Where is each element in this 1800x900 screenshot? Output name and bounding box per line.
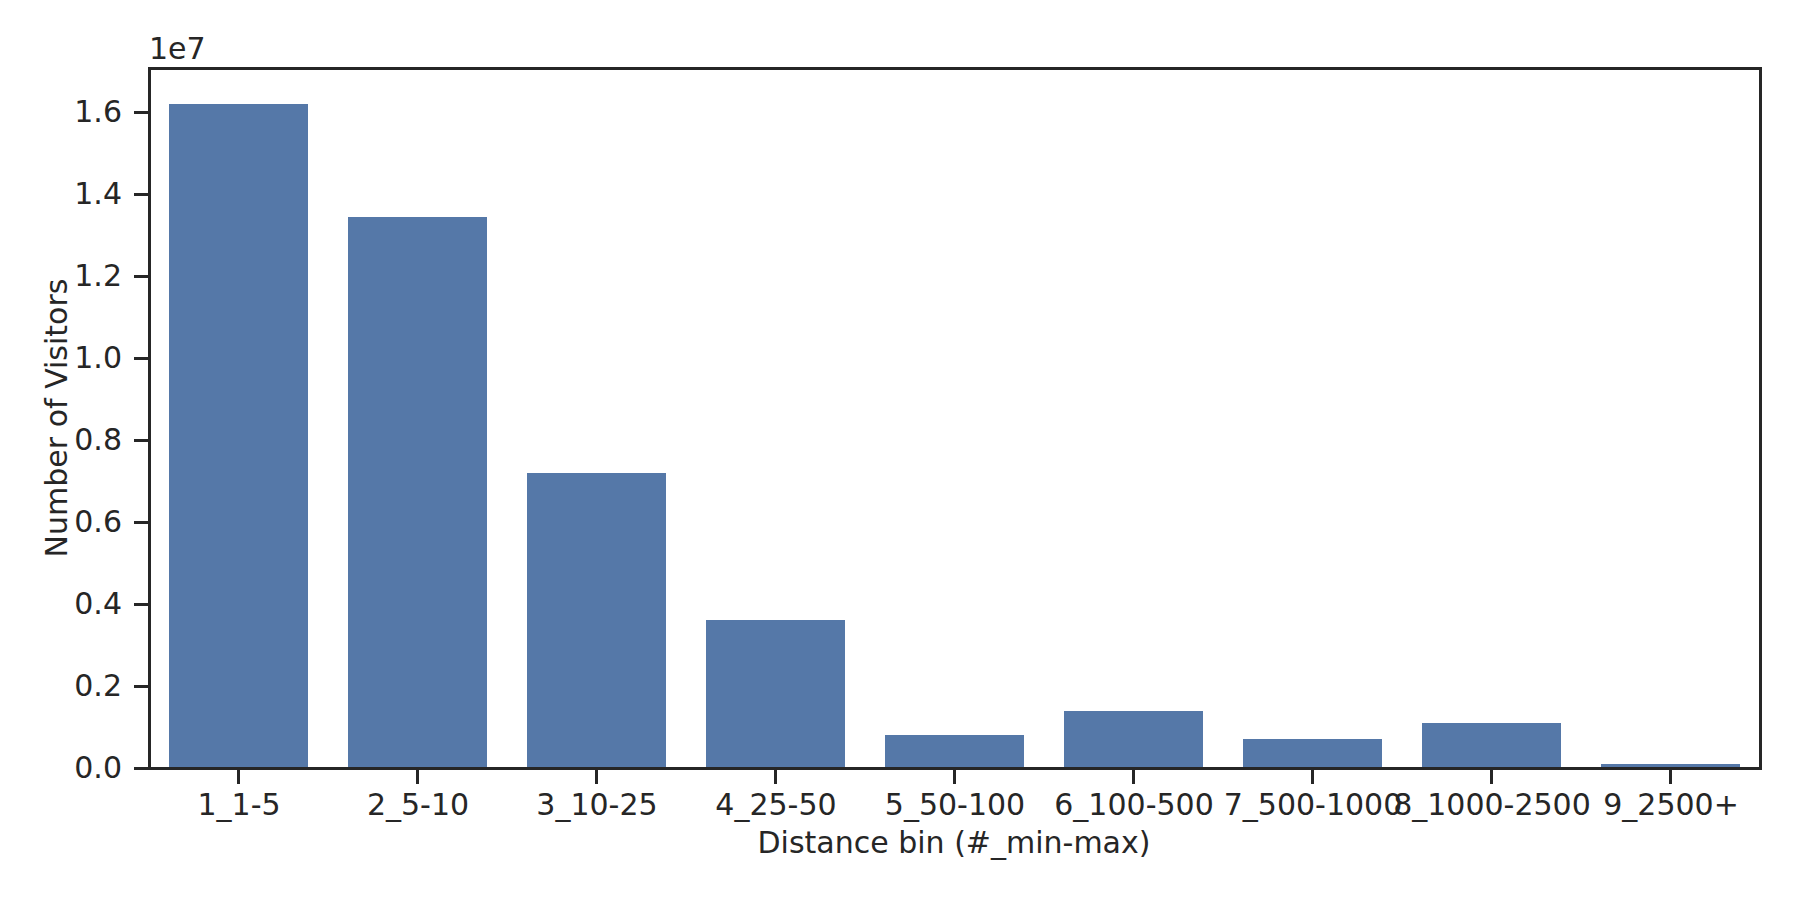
x-tick-mark [1132,770,1135,784]
bar-2_5-10 [348,217,487,768]
x-tick-mark [1311,770,1314,784]
y-tick-mark [134,603,149,606]
bar-5_50-100 [885,735,1024,768]
x-tick-mark [416,770,419,784]
y-tick-mark [134,685,149,688]
bar-1_1-5 [169,104,308,768]
y-axis-title: Number of Visitors [40,279,74,558]
x-axis-title: Distance bin (#_min-max) [454,824,1454,862]
bar-7_500-1000 [1243,739,1382,768]
x-tick-label: 9_2500+ [1511,786,1800,824]
x-tick-mark [953,770,956,784]
y-tick-mark [134,275,149,278]
y-axis-offset-label: 1e7 [149,32,206,66]
y-tick-label: 1.4 [0,176,122,212]
bar-4_25-50 [706,620,845,768]
y-tick-mark [134,111,149,114]
y-tick-mark [134,357,149,360]
y-tick-mark [134,767,149,770]
bar-chart-figure: 0.00.20.40.60.81.01.21.41.61_1-52_5-103_… [0,0,1800,900]
x-tick-mark [774,770,777,784]
bar-8_1000-2500 [1422,723,1561,768]
y-tick-label: 0.0 [0,750,122,786]
y-tick-mark [134,193,149,196]
y-tick-mark [134,439,149,442]
bar-6_100-500 [1064,711,1203,768]
x-tick-mark [595,770,598,784]
bar-3_10-25 [527,473,666,768]
y-tick-mark [134,521,149,524]
y-tick-label: 0.4 [0,586,122,622]
x-tick-mark [1490,770,1493,784]
y-tick-label: 0.2 [0,668,122,704]
bar-9_2500+ [1601,764,1740,768]
x-tick-mark [237,770,240,784]
x-tick-mark [1669,770,1672,784]
y-tick-label: 1.6 [0,94,122,130]
